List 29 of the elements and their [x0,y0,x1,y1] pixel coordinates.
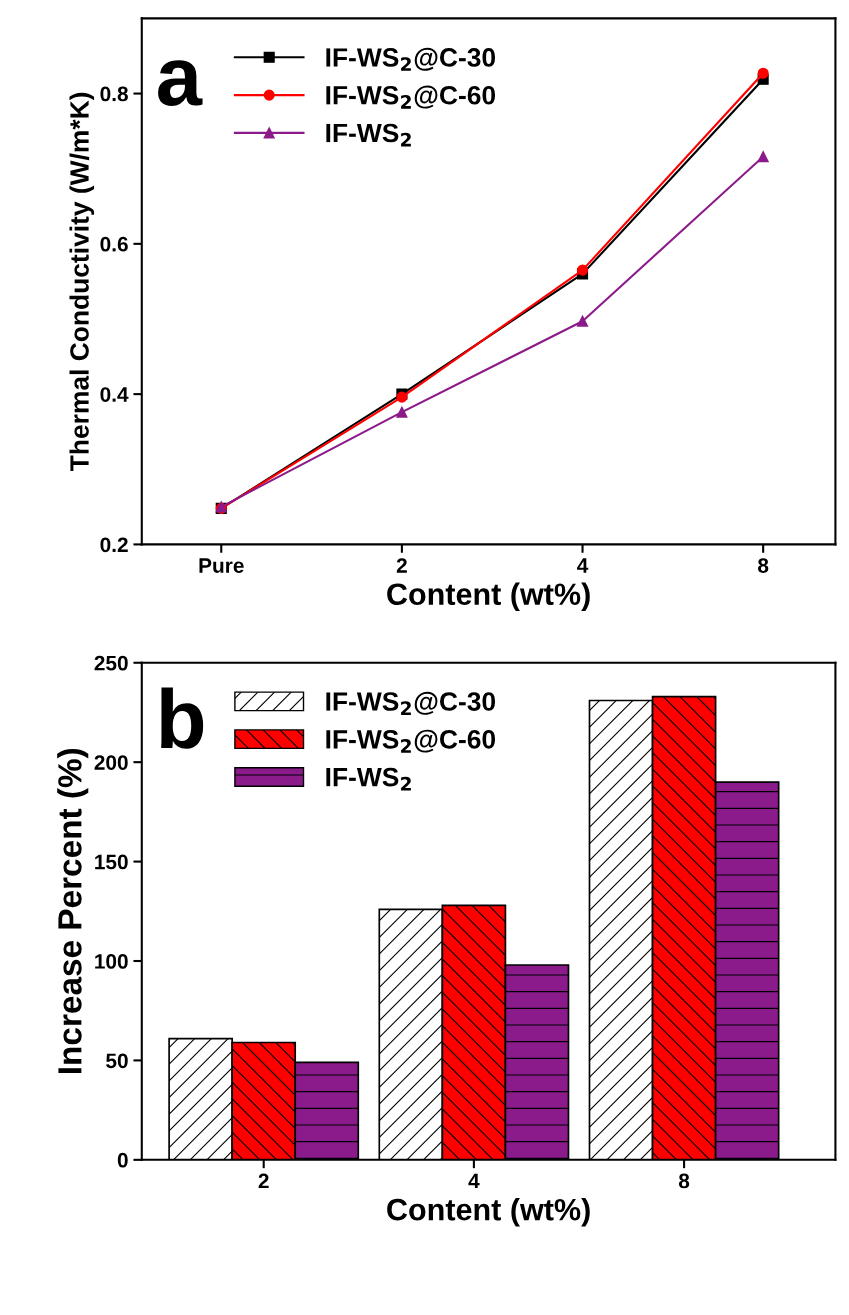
y-tick-label: 50 [106,1053,128,1069]
y-tick-label: 100 [95,954,128,969]
legend-label: IF-WS$_{2}$@C-30 [326,691,496,715]
annotation: a [158,60,203,106]
legend-label: IF-WS$_{2}$ [326,767,411,791]
y-axis-title: Thermal Conductivity (W/m*K) [69,92,95,471]
y-axis-title: Increase Percent (%) [57,748,89,1074]
legend-label: IF-WS$_{2}$ [326,123,411,147]
y-tick-label: 0.6 [100,236,128,252]
y-tick-label: 200 [94,755,128,770]
x-axis-title: Content (wt%) [387,582,590,612]
x-axis-title: Content (wt%) [387,1198,590,1227]
x-tick-label: 2 [396,558,407,573]
x-tick-label: 4 [577,558,589,573]
x-tick-label: Pure [199,558,244,573]
y-tick-label: 0 [117,1152,128,1168]
x-tick-label: 4 [468,1173,480,1189]
y-tick-label: 0.2 [100,537,128,553]
legend-label: IF-WS$_{2}$@C-30 [326,47,496,71]
y-tick-label: 150 [95,854,128,870]
x-tick-label: 8 [678,1173,690,1189]
x-tick-label: 8 [758,558,769,573]
y-tick-label: 0.8 [100,86,128,102]
y-tick-label: 0.4 [100,387,129,402]
annotation: b [161,687,204,749]
y-tick-label: 250 [94,655,128,671]
legend-label: IF-WS$_{2}$@C-60 [326,729,496,753]
x-tick-label: 2 [258,1173,269,1189]
legend-label: IF-WS$_{2}$@C-60 [326,85,496,109]
